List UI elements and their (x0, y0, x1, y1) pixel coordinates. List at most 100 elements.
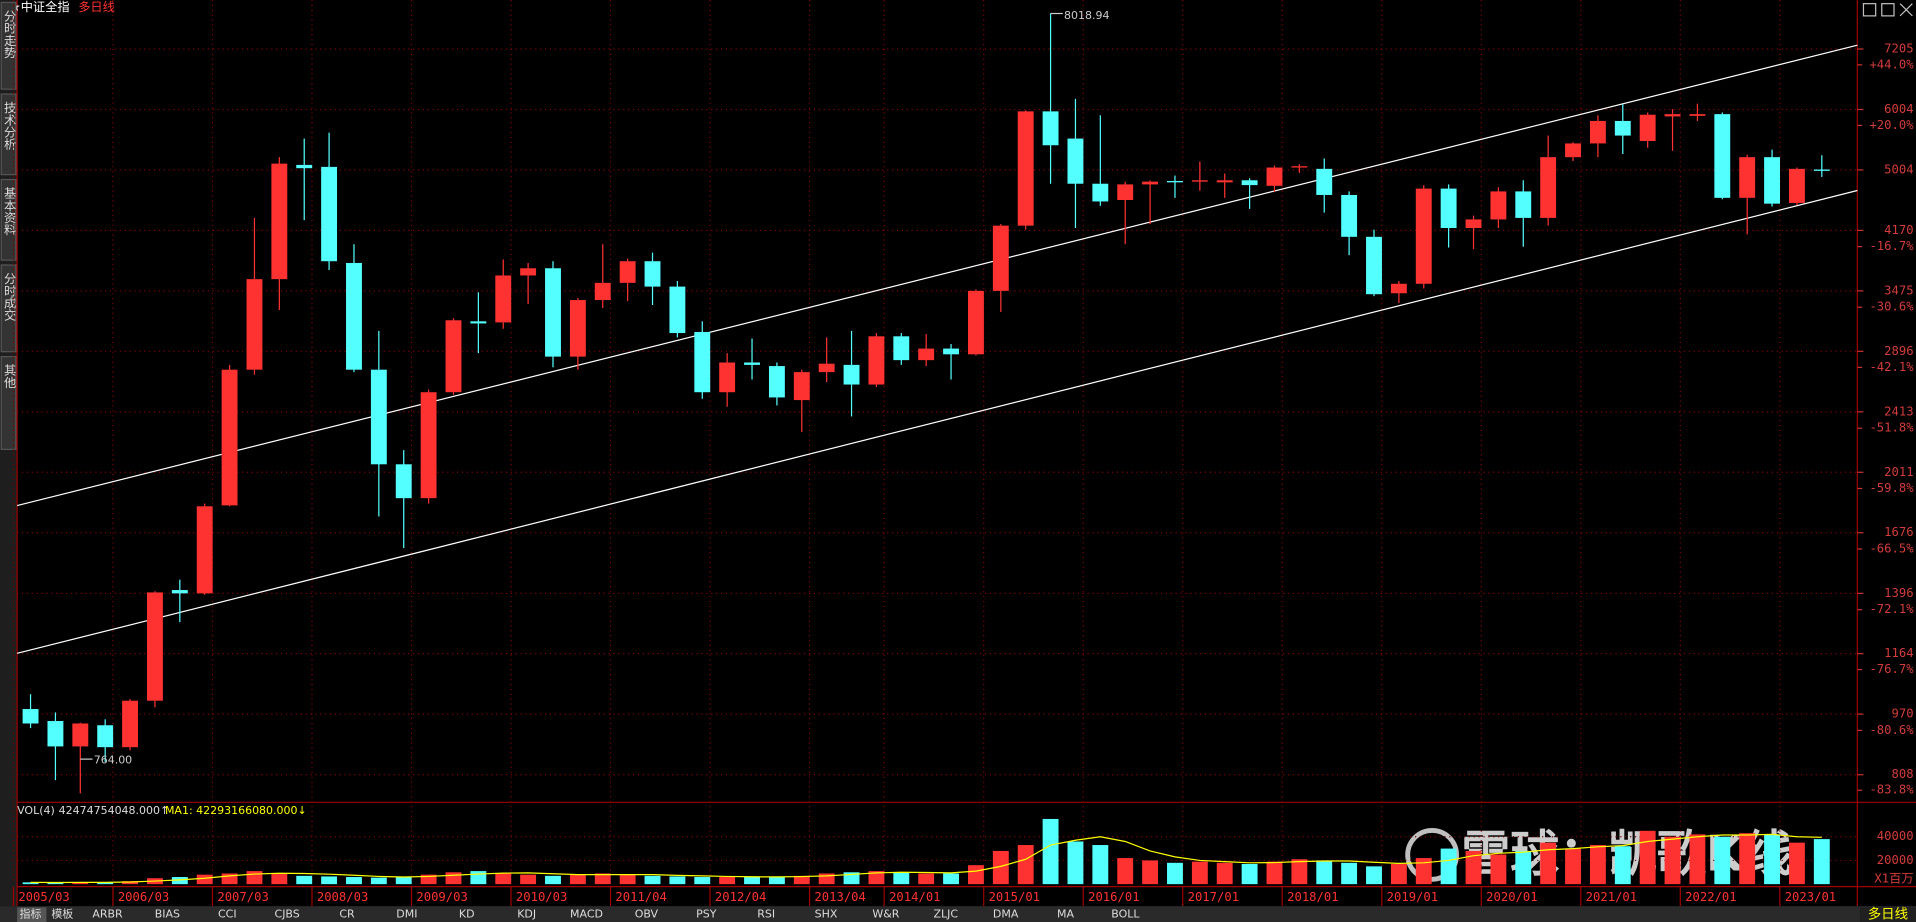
x-tick-label: 2016/01 (1088, 890, 1139, 904)
candle-body (445, 320, 462, 393)
restore-button[interactable] (1862, 3, 1877, 17)
y2-tick-label: -76.7% (1869, 662, 1914, 676)
close-button[interactable] (1899, 3, 1913, 17)
sidebar-tab-label[interactable]: 技术分析 (2, 101, 16, 151)
volume-bar (893, 872, 910, 885)
bottom-tab[interactable]: CJBS (275, 908, 300, 921)
volume-bar (97, 882, 114, 885)
candle-body (221, 369, 238, 506)
sidebar-tab[interactable] (0, 355, 17, 451)
y2-tick-label: -30.6% (1869, 300, 1914, 314)
sidebar-tab[interactable] (0, 93, 17, 176)
candle-body (520, 268, 537, 276)
bottom-tab[interactable]: MA (1057, 908, 1074, 921)
candle-body (47, 721, 64, 747)
sidebar-tab[interactable] (0, 178, 17, 261)
y2-tick-label: -16.7% (1869, 239, 1914, 253)
bottom-tab[interactable]: CR (339, 908, 355, 921)
candle-body (868, 336, 885, 385)
sidebar-tab[interactable] (0, 1, 17, 90)
candle-body (1241, 180, 1258, 186)
candle-body (395, 464, 412, 499)
bottom-tab[interactable]: DMA (993, 908, 1019, 921)
candle-body (818, 363, 835, 373)
volume-bar (1341, 862, 1358, 885)
y-tick-label: 1396 (1884, 586, 1913, 600)
bottom-tab[interactable]: KDJ (517, 908, 536, 921)
y-tick-label: 1164 (1884, 646, 1913, 660)
bottom-tab[interactable]: DMI (396, 908, 417, 921)
maximize-button[interactable] (1881, 3, 1895, 17)
volume-bar (694, 877, 711, 885)
volume-bar (1390, 863, 1407, 885)
candle-body (321, 166, 338, 262)
candle-body (594, 282, 611, 301)
volume-bar (1142, 860, 1159, 885)
candle-body (1540, 157, 1557, 218)
volume-bar (445, 872, 462, 885)
chart-title: ★中证全指 (10, 0, 70, 14)
volume-bar (644, 875, 661, 885)
y-tick-label: 808 (1892, 767, 1914, 781)
sidebar-tab-label[interactable]: 分时走势 (2, 10, 16, 59)
bottom-tab[interactable]: 模板 (51, 907, 73, 921)
volume-bar (1415, 858, 1432, 885)
volume-bar (1515, 850, 1532, 885)
x-tick-label: 2018/01 (1287, 890, 1338, 904)
candle-body (271, 163, 288, 280)
volume-bar (1565, 848, 1581, 885)
bottom-tab[interactable]: OBV (635, 908, 659, 921)
bottom-tab[interactable]: PSY (696, 908, 717, 921)
period-tab[interactable]: 多日线 (1868, 906, 1908, 922)
candle-body (545, 268, 561, 357)
volume-bar (1366, 866, 1382, 885)
bottom-tab[interactable]: W&R (872, 908, 899, 921)
volume-bar (1664, 836, 1681, 885)
y-tick-label: 4170 (1884, 223, 1913, 237)
bottom-tab[interactable]: MACD (570, 908, 603, 921)
sidebar-tab-label[interactable]: 其他 (2, 364, 16, 389)
bottom-tab[interactable]: BIAS (155, 908, 180, 921)
volume-bar (1689, 834, 1706, 885)
y-tick-label: 1676 (1884, 525, 1913, 539)
y-tick-label: 2011 (1884, 465, 1913, 479)
candle-body (1316, 168, 1333, 195)
bottom-tab[interactable]: 指标 (20, 907, 42, 921)
volume-bar (1540, 842, 1557, 885)
candle-body (495, 275, 512, 323)
bottom-tab[interactable]: ZLJC (933, 908, 958, 921)
bottom-tab[interactable]: KD (459, 908, 475, 921)
candle-body (146, 592, 163, 701)
x-tick-label: 2012/04 (715, 890, 766, 904)
volume-bar (768, 877, 785, 885)
volume-bar (22, 882, 39, 885)
volume-bar (1167, 862, 1183, 885)
sidebar-tab-label[interactable]: 分时成交 (2, 272, 16, 322)
candle-body (893, 336, 910, 361)
candle-body (744, 362, 760, 365)
tab-active[interactable] (17, 907, 47, 922)
bottom-tab[interactable]: BOLL (1111, 908, 1140, 921)
y2-tick-label: +44.0% (1869, 57, 1914, 71)
bottom-tab[interactable]: SHX (815, 908, 838, 921)
sidebar-tab-label[interactable]: 基本资料 (2, 187, 16, 236)
candle-body (1515, 191, 1532, 218)
bottom-tab[interactable]: RSI (757, 908, 775, 921)
candle-body (967, 290, 984, 355)
bottom-tab[interactable]: CCI (218, 908, 237, 921)
y2-tick-label: -59.8% (1869, 481, 1914, 495)
period-tab-bg[interactable] (1859, 907, 1916, 922)
candle-body (1764, 157, 1780, 204)
sidebar-tab[interactable] (0, 264, 17, 353)
candle-body (1042, 111, 1059, 146)
candle-body (1689, 114, 1706, 116)
x-tick-label: 2013/04 (814, 890, 865, 904)
candle-body (1142, 181, 1159, 185)
candle-body (1714, 114, 1731, 198)
candle-body (22, 709, 39, 724)
candle-body (943, 348, 960, 355)
candle-body (694, 331, 711, 393)
volume-bar (967, 865, 984, 885)
x-tick-label: 2008/03 (317, 890, 368, 904)
bottom-tab[interactable]: ARBR (92, 908, 123, 921)
